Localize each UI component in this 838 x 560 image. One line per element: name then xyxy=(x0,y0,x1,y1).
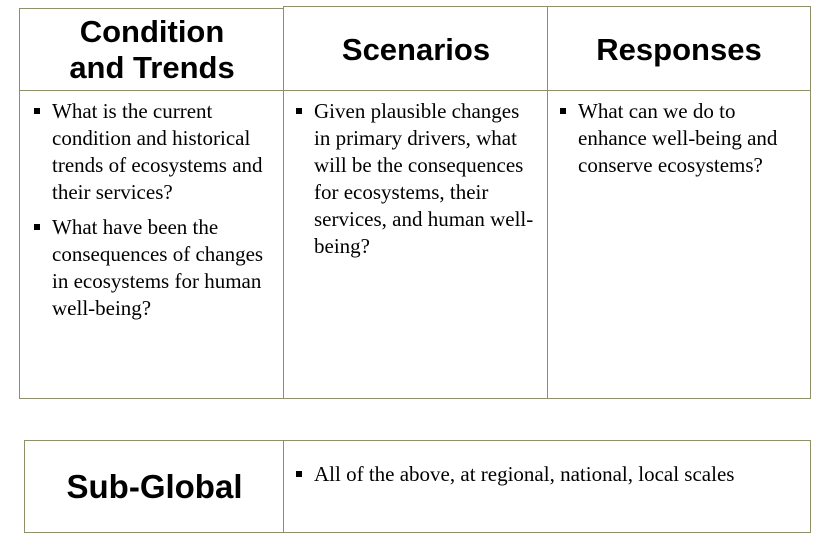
header-cell-condition: Condition and Trends xyxy=(19,8,285,92)
square-bullet-icon xyxy=(560,108,566,114)
square-bullet-icon xyxy=(296,108,302,114)
square-bullet-icon xyxy=(34,108,40,114)
header-cell-responses: Responses xyxy=(547,6,811,92)
condition-bullet-list: What is the current condition and histor… xyxy=(30,98,278,330)
subglobal-bullet-1-text: All of the above, at regional, national,… xyxy=(314,462,735,486)
scenarios-bullet-1-text: Given plausible changes in primary drive… xyxy=(314,99,534,258)
square-bullet-icon xyxy=(296,471,302,477)
subglobal-label-cell: Sub-Global xyxy=(24,440,285,533)
subglobal-label: Sub-Global xyxy=(66,468,243,505)
body-cell-responses: What can we do to enhance well-being and… xyxy=(547,90,811,399)
scenarios-bullet-list: Given plausible changes in primary drive… xyxy=(292,98,540,268)
subglobal-bullet-1: All of the above, at regional, national,… xyxy=(292,461,762,488)
header-cell-scenarios: Scenarios xyxy=(283,6,549,92)
condition-bullet-2-text: What have been the consequences of chang… xyxy=(52,215,264,320)
header-condition-and-trends: Condition and Trends xyxy=(69,14,235,85)
responses-bullet-list: What can we do to enhance well-being and… xyxy=(556,98,802,187)
condition-bullet-1-text: What is the current condition and histor… xyxy=(52,99,263,204)
header-responses: Responses xyxy=(596,32,762,67)
body-cell-scenarios: Given plausible changes in primary drive… xyxy=(283,90,549,399)
responses-bullet-1: What can we do to enhance well-being and… xyxy=(556,98,802,179)
header-scenarios: Scenarios xyxy=(341,32,491,67)
subglobal-bullet-list: All of the above, at regional, national,… xyxy=(292,461,762,496)
condition-bullet-2: What have been the consequences of chang… xyxy=(30,214,278,322)
square-bullet-icon xyxy=(34,224,40,230)
scenarios-bullet-1: Given plausible changes in primary drive… xyxy=(292,98,540,260)
responses-bullet-1-text: What can we do to enhance well-being and… xyxy=(578,99,778,177)
subglobal-content-cell: All of the above, at regional, national,… xyxy=(283,440,811,533)
condition-bullet-1: What is the current condition and histor… xyxy=(30,98,278,206)
body-cell-condition: What is the current condition and histor… xyxy=(19,90,285,399)
